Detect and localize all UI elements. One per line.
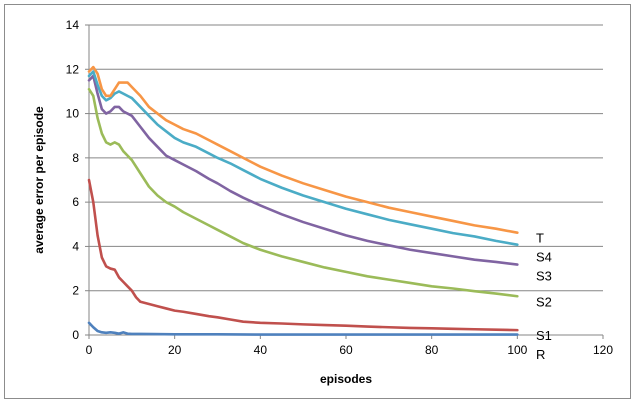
- y-axis-title: average error per episode: [32, 106, 46, 254]
- x-tick-label-4: 80: [425, 343, 439, 357]
- series-line-s3: [87, 74, 519, 266]
- series-lines: [87, 65, 519, 336]
- series-label-s3: S3: [536, 269, 552, 284]
- y-tick-label-1: 2: [72, 284, 79, 298]
- x-tick-label-6: 120: [593, 343, 613, 357]
- series-line-r: [87, 321, 519, 336]
- series-line-s4: [87, 70, 519, 246]
- y-tick-label-7: 14: [66, 18, 80, 32]
- gridlines: [89, 24, 603, 292]
- series-label-s1: S1: [536, 328, 552, 343]
- x-tick-label-2: 40: [254, 343, 268, 357]
- series-line-s1: [87, 178, 519, 332]
- y-tick-label-5: 10: [66, 107, 80, 121]
- x-tick-label-0: 0: [86, 343, 93, 357]
- series-label-r: R: [536, 347, 545, 362]
- line-chart: 0 2 4 6 8 10 12 14 0 20 40 60 80 100 120 T S4 S3 S2 S1 R ep…: [32, 18, 613, 386]
- y-tick-label-4: 8: [72, 151, 79, 165]
- y-tick-label-6: 12: [66, 62, 80, 76]
- series-label-s2: S2: [536, 294, 552, 309]
- x-tick-label-1: 20: [168, 343, 182, 357]
- y-tick-label-2: 4: [72, 239, 79, 253]
- y-tick-label-0: 0: [72, 328, 79, 342]
- series-label-s4: S4: [536, 250, 552, 265]
- x-tick-label-5: 100: [507, 343, 527, 357]
- x-tick-label-3: 60: [339, 343, 353, 357]
- series-line-t: [87, 65, 519, 234]
- x-axis-title: episodes: [320, 372, 372, 386]
- series-label-t: T: [536, 231, 544, 246]
- series-labels: T S4 S3 S2 S1 R: [536, 231, 552, 362]
- chart-area: 0 2 4 6 8 10 12 14 0 20 40 60 80 100 120 T S4 S3 S2 S1 R ep…: [4, 4, 631, 399]
- y-tick-label-3: 6: [72, 195, 79, 209]
- series-line-s2: [87, 87, 519, 298]
